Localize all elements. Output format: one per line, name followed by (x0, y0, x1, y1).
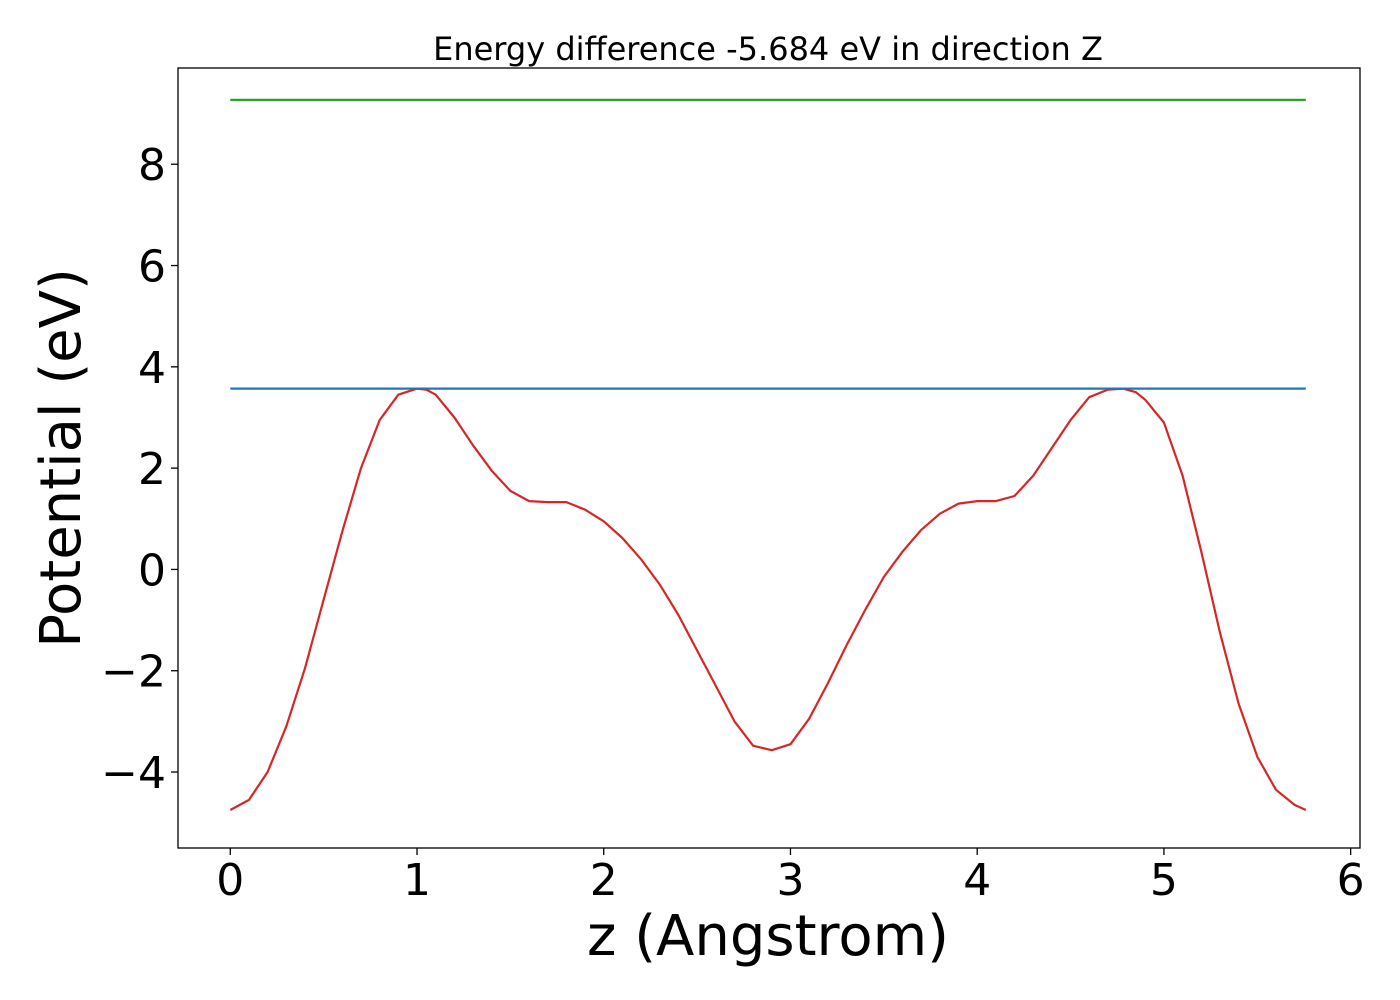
x-tick-label: 4 (963, 855, 991, 906)
x-tick-label: 6 (1337, 855, 1365, 906)
y-tick-label: 4 (138, 343, 166, 394)
y-tick-label: 2 (138, 444, 166, 495)
y-tick-label: −4 (101, 748, 166, 799)
y-tick-label: 0 (138, 545, 166, 596)
x-axis: 0 1 2 3 4 5 6 (216, 848, 1365, 906)
y-tick-label: 6 (138, 242, 166, 293)
chart-title: Energy difference -5.684 eV in direction… (433, 30, 1103, 68)
y-axis-label: Potential (eV) (29, 268, 94, 648)
x-tick-label: 0 (216, 855, 244, 906)
x-tick-label: 5 (1150, 855, 1178, 906)
x-axis-label: z (Angstrom) (587, 904, 949, 969)
y-tick-label: 8 (138, 140, 166, 191)
x-tick-label: 1 (403, 855, 431, 906)
y-axis: −4 −2 0 2 4 6 8 (101, 140, 178, 799)
x-tick-label: 2 (590, 855, 618, 906)
plot-frame (177, 67, 1361, 849)
plot-area (229, 98, 1307, 812)
x-tick-label: 3 (776, 855, 804, 906)
y-tick-label: −2 (101, 647, 166, 698)
